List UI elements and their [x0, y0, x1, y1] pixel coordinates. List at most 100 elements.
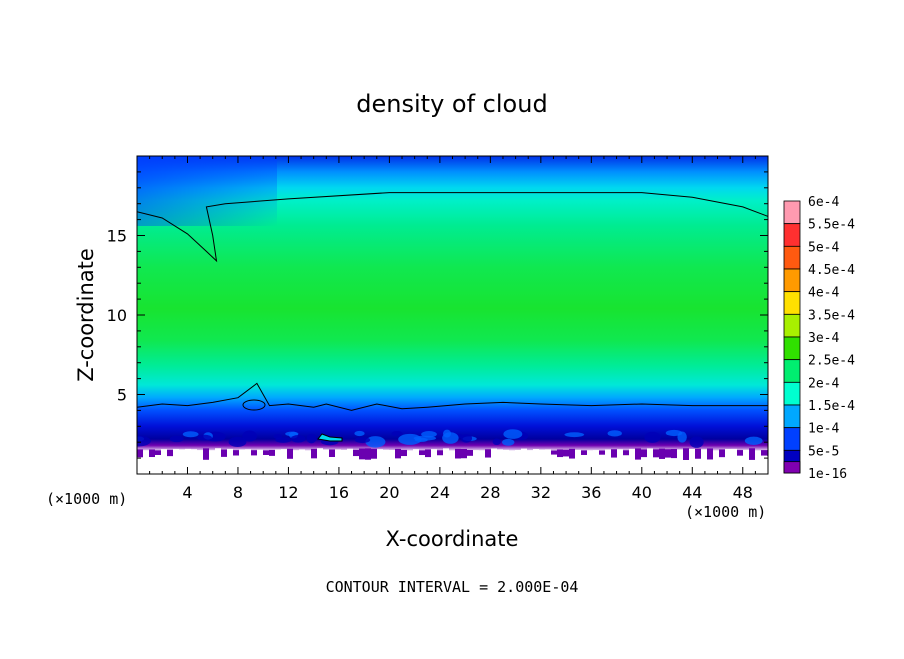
turbulence-blob [275, 437, 292, 443]
surface-noise-cell [209, 450, 215, 456]
turbulence-blob [182, 431, 199, 438]
x-tick-label: 32 [531, 483, 551, 502]
x-tick-label: 12 [278, 483, 298, 502]
surface-noise-cell [731, 448, 737, 459]
contour-line-upper [137, 192, 768, 263]
surface-noise-cell [197, 450, 203, 456]
surface-noise-cell [371, 448, 377, 459]
turbulence-blob [365, 436, 386, 448]
surface-noise-cell [347, 448, 353, 459]
turbulence-blob [242, 430, 257, 442]
x-tick-label: 20 [379, 483, 399, 502]
surface-noise-cell [359, 448, 365, 460]
colorbar-label: 1e-16 [808, 467, 847, 482]
surface-noise-cell [455, 448, 461, 459]
surface-noise-cell [383, 449, 389, 457]
x-tick-label: 44 [682, 483, 702, 502]
surface-noise-cell [419, 450, 425, 456]
surface-noise-cell [515, 449, 521, 456]
surface-noise-cell [401, 449, 407, 457]
colorbar-swatch [783, 359, 801, 383]
colorbar-swatch [783, 291, 801, 315]
surface-noise-cell [161, 449, 167, 458]
plot-area [137, 156, 768, 474]
surface-noise-cell [305, 450, 311, 455]
turbulence-blob [644, 431, 661, 443]
colorbar-swatch [783, 427, 801, 451]
upper-left-blue-region [137, 156, 277, 226]
surface-noise-cell [227, 448, 233, 459]
surface-noise-cell [281, 449, 287, 458]
colorbar-label: 3e-4 [808, 331, 839, 346]
turbulence-blob [290, 434, 306, 443]
surface-noise-cell [173, 448, 179, 459]
x-tick-label: 48 [733, 483, 753, 502]
turbulence-blob [564, 432, 585, 438]
turbulence-blob [228, 436, 247, 448]
surface-noise-cell [755, 450, 761, 455]
surface-noise-cell [665, 449, 671, 458]
surface-noise-cell [695, 448, 701, 459]
surface-noise-cell [263, 450, 269, 455]
colorbar-label: 4.5e-4 [808, 263, 855, 278]
colorbar-label: 4e-4 [808, 286, 839, 301]
surface-noise-cell [467, 449, 473, 456]
surface-noise-cell [509, 450, 515, 455]
surface-noise-cell [149, 449, 155, 458]
colorbar-swatch [783, 245, 801, 270]
surface-noise-cell [539, 449, 545, 457]
surface-noise-cell [581, 450, 587, 455]
surface-noise-cell [299, 449, 305, 458]
surface-noise-cell [257, 449, 263, 457]
surface-noise-cell [167, 449, 173, 457]
x-tick-label: 8 [233, 483, 243, 502]
x-axis: 4 8 12 16 20 24 28 32 36 40 44 48 [149, 156, 769, 502]
turbulence-blob [503, 429, 523, 439]
x-tick-label: 40 [632, 483, 652, 502]
surface-noise-cell [569, 448, 575, 459]
surface-noise-cell [431, 449, 437, 458]
turbulence-blob [137, 435, 151, 447]
y-tick-label: 10 [107, 306, 127, 325]
surface-noise-cell [683, 448, 689, 460]
surface-noise-cell [659, 448, 665, 459]
surface-noise-cell [593, 450, 599, 456]
surface-noise-cell [293, 450, 299, 456]
surface-noise-cell [137, 449, 143, 458]
colorbar-swatch [783, 381, 801, 406]
contour-loop-surface [317, 433, 343, 442]
turbulence-blob [421, 430, 437, 438]
surface-noise-cell [689, 448, 695, 459]
surface-noise-cell [527, 450, 533, 456]
surface-noise-cell [713, 450, 719, 455]
surface-noise-cell [353, 449, 359, 457]
x-unit-right: (×1000 m) [685, 503, 766, 521]
colorbar-label: 1.5e-4 [808, 399, 855, 414]
chart-title: density of cloud [356, 90, 547, 118]
colorbar-label: 3.5e-4 [808, 308, 855, 323]
surface-noise-cell [191, 449, 197, 458]
x-tick-label: 4 [182, 483, 192, 502]
colorbar-label: 5.5e-4 [808, 218, 855, 233]
surface-noise-cell [287, 448, 293, 459]
surface-noise-cell [761, 450, 767, 456]
turbulence-blob [285, 431, 299, 437]
turbulence-blob [492, 438, 501, 446]
colorbar-label: 2.5e-4 [808, 354, 855, 369]
surface-noise-cell [377, 449, 383, 458]
surface-noise-cell [341, 449, 347, 457]
surface-noise-cell [185, 448, 191, 459]
surface-noise-cell [389, 450, 395, 456]
surface-noise-cell [275, 449, 281, 458]
turbulence-blob [169, 435, 184, 443]
surface-noise-cell [545, 449, 551, 458]
surface-noise-cell [413, 449, 419, 458]
x-axis-label: X-coordinate [386, 527, 519, 551]
surface-noise-cell [623, 450, 629, 456]
surface-noise-cell [671, 449, 677, 459]
colorbar-swatch [783, 268, 801, 293]
surface-noise-cell [323, 449, 329, 457]
surface-noise-cell [551, 450, 557, 455]
x-tick-label: 36 [581, 483, 601, 502]
surface-noise-cell [365, 448, 371, 460]
